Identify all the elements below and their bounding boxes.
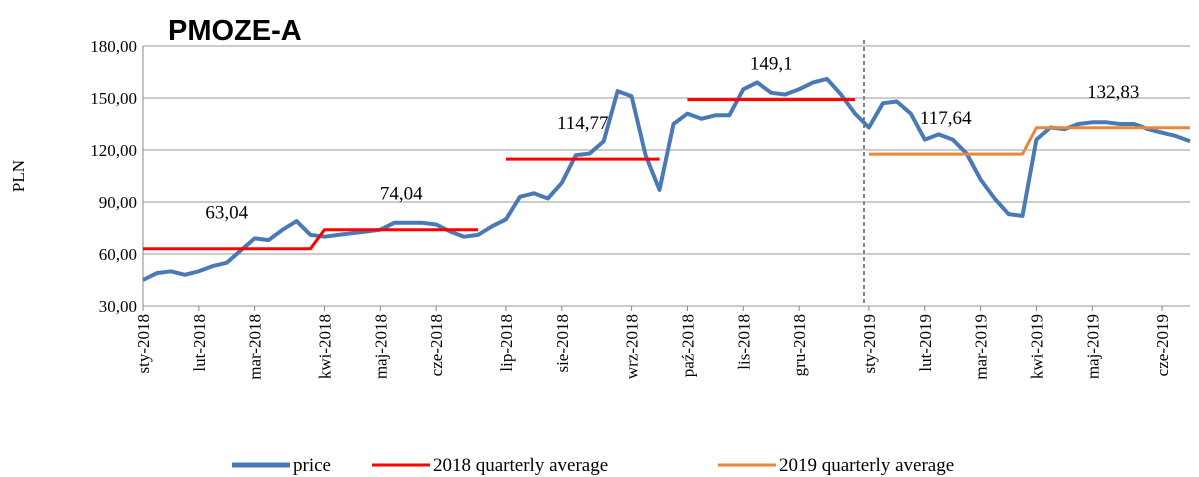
x-tick-label: sty-2019 [860, 314, 879, 374]
y-tick-label: 30,00 [99, 297, 137, 316]
x-tick-label: mar-2019 [972, 314, 991, 380]
average-line [143, 98, 855, 251]
x-tick-label: lut-2018 [190, 314, 209, 372]
x-tick-label: sty-2018 [134, 314, 153, 374]
legend-label: price [293, 455, 331, 476]
x-tick-label: maj-2018 [371, 314, 390, 379]
y-axis-label: PLN [9, 160, 28, 192]
chart-title: PMOZE-A [168, 15, 302, 47]
y-tick-label: 60,00 [99, 245, 137, 264]
x-tick-label: maj-2019 [1083, 314, 1102, 379]
y-tick-label: 120,00 [90, 141, 137, 160]
annotation: 132,83 [1087, 82, 1139, 103]
x-tick-label: sie-2018 [553, 314, 572, 373]
x-tick-label: kwi-2018 [315, 314, 334, 379]
y-tick-label: 90,00 [99, 193, 137, 212]
x-tick-label: wrz-2018 [623, 314, 642, 379]
x-tick-label: gru-2018 [790, 314, 809, 376]
x-tick-label: mar-2018 [246, 314, 265, 380]
y-tick-label: 150,00 [90, 89, 137, 108]
annotation: 149,1 [750, 54, 793, 75]
x-tick-label: kwi-2019 [1027, 314, 1046, 379]
y-tick-label: 180,00 [90, 37, 137, 56]
annotation: 114,77 [557, 113, 609, 134]
annotation: 74,04 [380, 184, 423, 205]
annotation: 63,04 [205, 203, 248, 224]
x-tick-label: paź-2018 [678, 314, 697, 377]
x-tick-label: lip-2018 [497, 314, 516, 372]
price-line [142, 76, 1191, 282]
x-tick-label: cze-2019 [1153, 314, 1172, 376]
average-line [868, 126, 1190, 156]
legend-label: 2018 quarterly average [433, 455, 608, 476]
x-tick-label: lut-2019 [916, 314, 935, 372]
annotation: 117,64 [920, 108, 972, 129]
x-tick-label: cze-2018 [427, 314, 446, 376]
legend-label: 2019 quarterly average [779, 455, 954, 476]
x-tick-label: lis-2018 [734, 314, 753, 370]
